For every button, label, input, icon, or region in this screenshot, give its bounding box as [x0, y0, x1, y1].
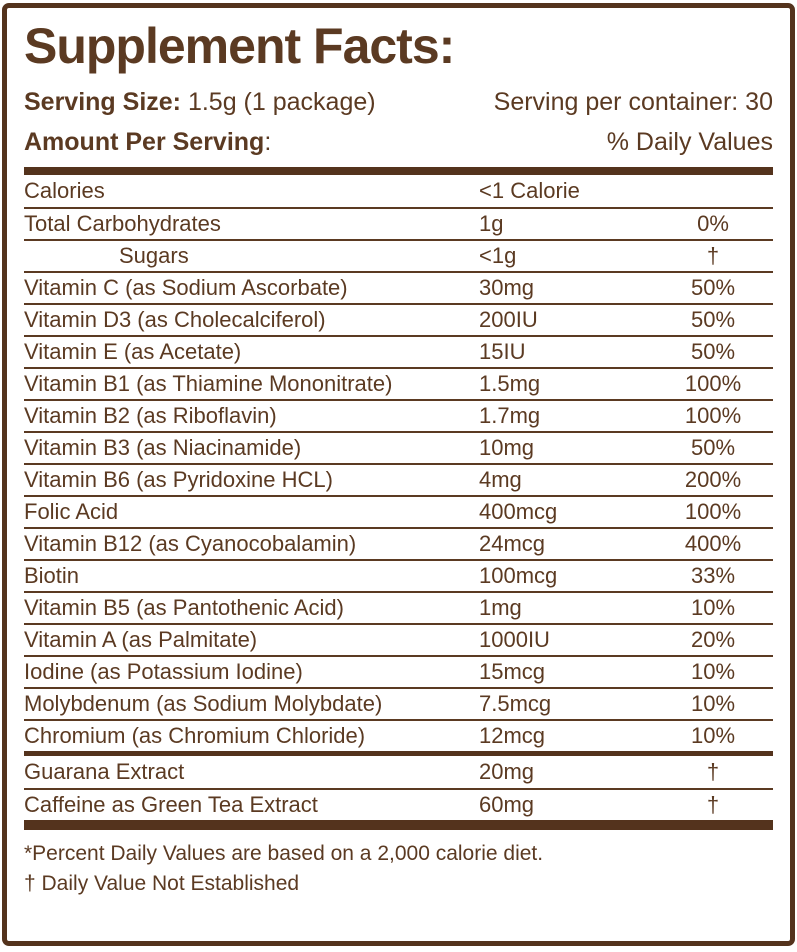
- amount-per-serving-label: Amount Per Serving: [24, 128, 265, 156]
- nutrient-name: Vitamin E (as Acetate): [24, 339, 242, 364]
- nutrient-amount: 100mcg: [479, 563, 558, 588]
- nutrient-row: Sugars <1g †: [24, 239, 773, 271]
- nutrient-amount: 30mg: [479, 275, 535, 300]
- amount-header-line: Amount Per Serving: % Daily Values: [24, 127, 773, 157]
- nutrient-dv: 0%: [697, 211, 729, 236]
- nutrient-name: Calories: [24, 178, 105, 203]
- nutrient-name: Molybdenum (as Sodium Molybdate): [24, 691, 383, 716]
- nutrient-name: Sugars: [119, 243, 189, 268]
- nutrient-name: Vitamin D3 (as Cholecalciferol): [24, 307, 326, 332]
- serving-size: Serving Size: 1.5g (1 package): [24, 87, 376, 117]
- footer-divider-bar: [24, 820, 773, 830]
- supplement-facts-label: Supplement Facts: Serving Size: 1.5g (1 …: [2, 3, 795, 946]
- nutrient-dv: †: [706, 792, 720, 817]
- section-divider-bar: [24, 751, 773, 756]
- nutrient-row: Iodine (as Potassium Iodine) 15mcg 10%: [24, 655, 773, 687]
- nutrient-dv: 200%: [684, 467, 742, 492]
- nutrient-amount: <1g: [479, 243, 517, 268]
- nutrient-amount: 1mg: [479, 595, 522, 620]
- nutrient-row: Vitamin B1 (as Thiamine Mononitrate) 1.5m…: [24, 367, 773, 399]
- nutrient-amount: 200IU: [479, 307, 538, 332]
- nutrient-row: Calories <1 Calorie: [24, 175, 773, 207]
- nutrient-amount: 12mcg: [479, 723, 546, 748]
- page-title: Supplement Facts:: [24, 18, 455, 74]
- nutrient-dv: 10%: [690, 723, 736, 748]
- nutrient-row: Vitamin B2 (as Riboflavin) 1.7mg 100%: [24, 399, 773, 431]
- nutrient-row: Folic Acid 400mcg 100%: [24, 495, 773, 527]
- serving-line: Serving Size: 1.5g (1 package) Serving p…: [24, 87, 773, 117]
- nutrient-row: Vitamin D3 (as Cholecalciferol) 200IU 50%: [24, 303, 773, 335]
- nutrient-dv: 50%: [690, 307, 736, 332]
- nutrient-row: Chromium (as Chromium Chloride) 12mcg 10%: [24, 719, 773, 751]
- header-divider-bar: [24, 167, 773, 175]
- nutrient-amount: 7.5mcg: [479, 691, 552, 716]
- amount-per-serving: Amount Per Serving:: [24, 127, 271, 157]
- extracts-section: Guarana Extract 20mg † Caffeine as Green Te…: [24, 756, 773, 820]
- nutrient-name: Vitamin B1 (as Thiamine Mononitrate): [24, 371, 393, 396]
- nutrient-dv: 400%: [684, 531, 742, 556]
- nutrient-amount: 1.7mg: [479, 403, 541, 428]
- nutrient-name: Caffeine as Green Tea Extract: [24, 792, 318, 817]
- nutrient-dv: 50%: [690, 435, 736, 460]
- nutrient-dv: †: [706, 759, 720, 784]
- daily-values-header: % Daily Values: [606, 128, 773, 156]
- nutrient-dv: 100%: [684, 371, 742, 396]
- nutrient-amount: 400mcg: [479, 499, 558, 524]
- nutrient-amount: 60mg: [479, 792, 535, 817]
- serving-size-value: 1.5g (1 package): [187, 88, 376, 116]
- nutrient-row: Vitamin E (as Acetate) 15IU 50%: [24, 335, 773, 367]
- footnote-dagger: † Daily Value Not Established: [24, 872, 300, 895]
- nutrient-row: Vitamin B5 (as Pantothenic Acid) 1mg 10%: [24, 591, 773, 623]
- footnotes: *Percent Daily Values are based on a 2,0…: [24, 839, 773, 899]
- nutrient-name: Guarana Extract: [24, 759, 185, 784]
- nutrient-name: Vitamin B6 (as Pyridoxine HCL): [24, 467, 333, 492]
- nutrient-row: Vitamin A (as Palmitate) 1000IU 20%: [24, 623, 773, 655]
- nutrient-name: Vitamin B3 (as Niacinamide): [24, 435, 302, 460]
- nutrient-name: Vitamin C (as Sodium Ascorbate): [24, 275, 348, 300]
- nutrient-dv: 33%: [690, 563, 736, 588]
- nutrient-row: Vitamin B6 (as Pyridoxine HCL) 4mg 200%: [24, 463, 773, 495]
- nutrient-row: Vitamin B3 (as Niacinamide) 10mg 50%: [24, 431, 773, 463]
- nutrient-amount: 1000IU: [479, 627, 550, 652]
- nutrients-section: Calories <1 Calorie Total Carbohydrates 1g 0…: [24, 175, 773, 751]
- nutrient-dv: 10%: [690, 595, 736, 620]
- nutrient-amount: 1.5mg: [479, 371, 541, 396]
- nutrient-row: Molybdenum (as Sodium Molybdate) 7.5mcg 10…: [24, 687, 773, 719]
- nutrient-row: Biotin 100mcg 33%: [24, 559, 773, 591]
- nutrient-amount: 24mcg: [479, 531, 546, 556]
- nutrient-name: Biotin: [24, 563, 80, 588]
- nutrient-dv: †: [706, 243, 720, 268]
- nutrient-row: Vitamin B12 (as Cyanocobalamin) 24mcg 400%: [24, 527, 773, 559]
- nutrient-dv: 10%: [690, 659, 736, 684]
- nutrient-amount: 10mg: [479, 435, 535, 460]
- serving-size-label: Serving Size:: [24, 88, 181, 116]
- servings-per-container: Serving per container: 30: [493, 88, 773, 116]
- nutrient-name: Folic Acid: [24, 499, 119, 524]
- nutrient-amount: 15mcg: [479, 659, 546, 684]
- amount-per-serving-colon: :: [264, 128, 272, 156]
- nutrient-name: Iodine (as Potassium Iodine): [24, 659, 303, 684]
- nutrient-name: Total Carbohydrates: [24, 211, 221, 236]
- nutrient-row: Vitamin C (as Sodium Ascorbate) 30mg 50%: [24, 271, 773, 303]
- nutrient-dv: 100%: [684, 499, 742, 524]
- nutrient-amount: 20mg: [479, 759, 535, 784]
- nutrient-name: Vitamin B12 (as Cyanocobalamin): [24, 531, 357, 556]
- nutrient-dv: 20%: [690, 627, 736, 652]
- nutrient-row: Caffeine as Green Tea Extract 60mg †: [24, 788, 773, 820]
- nutrient-dv: 10%: [690, 691, 736, 716]
- nutrient-amount: 15IU: [479, 339, 526, 364]
- footnote-daily-values: *Percent Daily Values are based on a 2,0…: [24, 842, 544, 865]
- nutrient-dv: 50%: [690, 339, 736, 364]
- nutrient-name: Vitamin A (as Palmitate): [24, 627, 258, 652]
- nutrient-row: Total Carbohydrates 1g 0%: [24, 207, 773, 239]
- nutrient-amount: 4mg: [479, 467, 522, 492]
- nutrient-dv: 100%: [684, 403, 742, 428]
- nutrient-dv: 50%: [690, 275, 736, 300]
- nutrient-name: Chromium (as Chromium Chloride): [24, 723, 366, 748]
- nutrient-amount: 1g: [479, 211, 504, 236]
- nutrient-row: Guarana Extract 20mg †: [24, 756, 773, 788]
- nutrient-name: Vitamin B2 (as Riboflavin): [24, 403, 277, 428]
- nutrient-amount: <1 Calorie: [479, 178, 580, 203]
- nutrient-name: Vitamin B5 (as Pantothenic Acid): [24, 595, 344, 620]
